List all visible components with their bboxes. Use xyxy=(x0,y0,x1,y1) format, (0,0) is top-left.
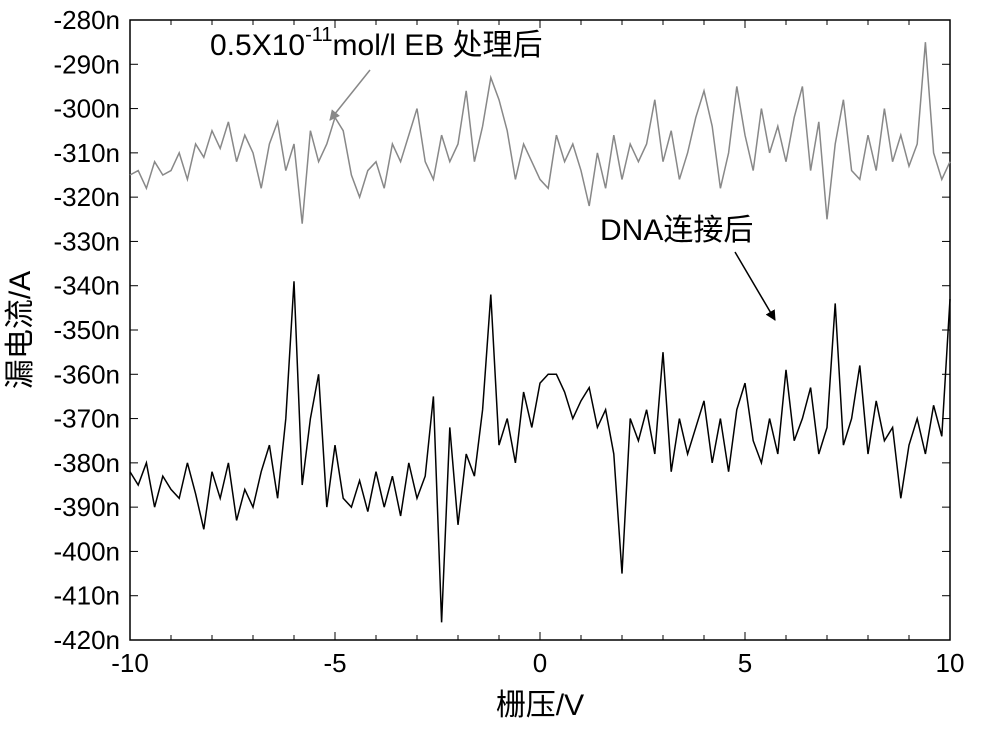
y-tick-label: -410n xyxy=(54,581,121,611)
annotation-label-lower_label: DNA连接后 xyxy=(600,214,753,247)
y-tick-label: -300n xyxy=(54,94,121,124)
x-tick-label: 10 xyxy=(936,648,965,678)
y-tick-label: -310n xyxy=(54,138,121,168)
y-tick-label: -290n xyxy=(54,49,121,79)
y-tick-label: -390n xyxy=(54,492,121,522)
y-tick-label: -400n xyxy=(54,536,121,566)
x-tick-label: -5 xyxy=(323,648,346,678)
y-axis-title: 漏电流/A xyxy=(4,271,37,389)
line-chart: -10-50510-420n-410n-400n-390n-380n-370n-… xyxy=(0,0,1000,746)
x-tick-label: 5 xyxy=(738,648,752,678)
x-tick-label: 0 xyxy=(533,648,547,678)
y-tick-label: -330n xyxy=(54,226,121,256)
x-axis-title: 栅压/V xyxy=(496,689,584,722)
y-tick-label: -340n xyxy=(54,271,121,301)
y-tick-label: -360n xyxy=(54,359,121,389)
y-tick-label: -380n xyxy=(54,448,121,478)
y-tick-label: -350n xyxy=(54,315,121,345)
y-tick-label: -280n xyxy=(54,5,121,35)
chart-container: -10-50510-420n-410n-400n-390n-380n-370n-… xyxy=(0,0,1000,746)
y-tick-label: -320n xyxy=(54,182,121,212)
y-tick-label: -420n xyxy=(54,625,121,655)
annotation-label-upper_label: 0.5X10-11mol/l EB 处理后 xyxy=(210,24,543,62)
y-tick-label: -370n xyxy=(54,404,121,434)
